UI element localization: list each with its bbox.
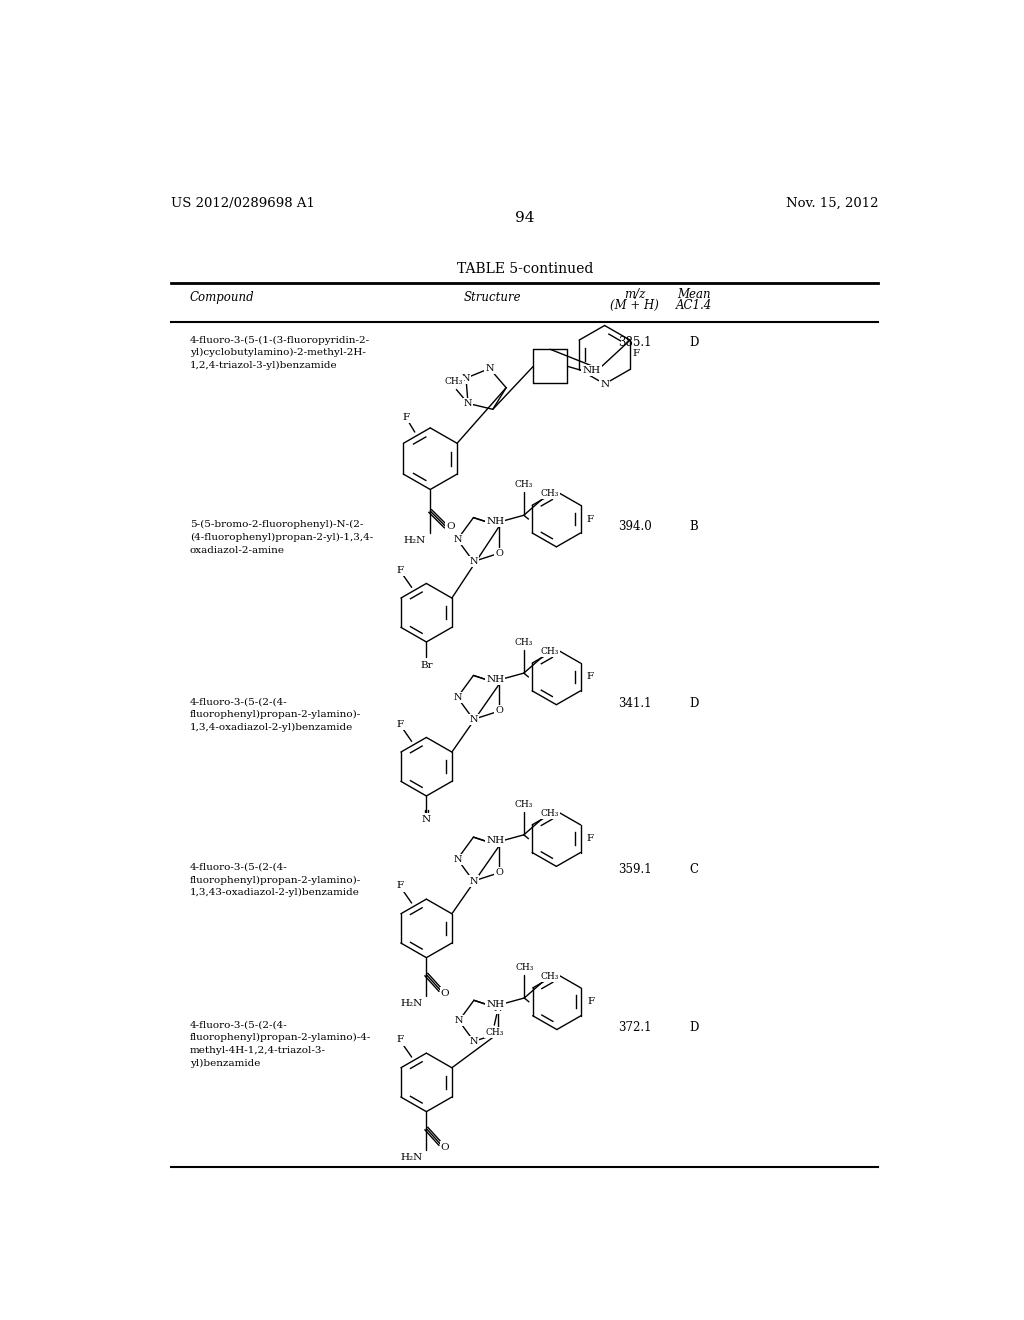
Text: F: F	[587, 834, 594, 843]
Text: Br: Br	[420, 660, 433, 669]
Text: N: N	[469, 876, 477, 886]
Text: CH₃: CH₃	[541, 972, 559, 981]
Text: F: F	[588, 998, 595, 1006]
Text: Nov. 15, 2012: Nov. 15, 2012	[785, 197, 879, 210]
Text: F: F	[402, 413, 410, 421]
Text: CH₃: CH₃	[541, 490, 558, 498]
Text: D: D	[689, 697, 698, 710]
Text: N: N	[462, 374, 470, 383]
Text: N: N	[455, 1016, 463, 1026]
Text: 372.1: 372.1	[618, 1020, 651, 1034]
Text: Compound: Compound	[190, 290, 255, 304]
Text: Structure: Structure	[464, 290, 521, 304]
Text: m/z: m/z	[625, 288, 645, 301]
Text: NH: NH	[486, 517, 504, 525]
Text: Mean: Mean	[677, 288, 711, 301]
Text: CH₃: CH₃	[515, 638, 534, 647]
Text: (M + H): (M + H)	[610, 300, 659, 313]
Text: 4-fluoro-3-(5-(2-(4-
fluorophenyl)propan-2-ylamino)-4-
methyl-4H-1,2,4-triazol-3: 4-fluoro-3-(5-(2-(4- fluorophenyl)propan…	[190, 1020, 372, 1068]
Text: H₂N: H₂N	[400, 999, 423, 1008]
Text: N: N	[485, 364, 494, 374]
Text: CH₃: CH₃	[515, 800, 534, 809]
Text: NH: NH	[486, 837, 504, 846]
Text: CH₃: CH₃	[541, 647, 558, 656]
Text: H₂N: H₂N	[403, 536, 426, 545]
Text: NH: NH	[583, 366, 600, 375]
Text: N: N	[470, 1036, 478, 1045]
Text: O: O	[440, 1143, 450, 1151]
Text: D: D	[689, 335, 698, 348]
Text: NH: NH	[486, 675, 504, 684]
Text: F: F	[587, 515, 594, 524]
Text: O: O	[496, 706, 504, 715]
Text: N: N	[464, 399, 472, 408]
Text: 5-(5-bromo-2-fluorophenyl)-N-(2-
(4-fluorophenyl)propan-2-yl)-1,3,4-
oxadiazol-2: 5-(5-bromo-2-fluorophenyl)-N-(2- (4-fluo…	[190, 520, 374, 554]
Text: B: B	[689, 520, 698, 533]
Text: 4-fluoro-3-(5-(2-(4-
fluorophenyl)propan-2-ylamino)-
1,3,43-oxadiazol-2-yl)benza: 4-fluoro-3-(5-(2-(4- fluorophenyl)propan…	[190, 863, 361, 898]
Text: O: O	[446, 521, 455, 531]
Text: F: F	[397, 566, 404, 574]
Text: 385.1: 385.1	[618, 335, 651, 348]
Text: NH: NH	[486, 999, 505, 1008]
Text: 94: 94	[515, 211, 535, 224]
Text: 359.1: 359.1	[618, 863, 651, 876]
Text: CH₃: CH₃	[515, 480, 534, 488]
Text: O: O	[496, 869, 504, 878]
Text: N: N	[454, 535, 462, 544]
Text: N: N	[469, 715, 477, 723]
Text: CH₃: CH₃	[485, 1028, 504, 1038]
Text: N: N	[422, 814, 431, 824]
Text: 394.0: 394.0	[617, 520, 651, 533]
Text: N: N	[494, 1003, 503, 1012]
Text: D: D	[689, 1020, 698, 1034]
Text: F: F	[587, 672, 594, 681]
Text: F: F	[397, 882, 404, 891]
Text: 341.1: 341.1	[618, 697, 651, 710]
Text: N: N	[469, 557, 477, 566]
Text: O: O	[440, 989, 450, 998]
Text: TABLE 5-continued: TABLE 5-continued	[457, 263, 593, 276]
Text: US 2012/0289698 A1: US 2012/0289698 A1	[171, 197, 315, 210]
Text: N: N	[600, 380, 609, 388]
Text: F: F	[633, 350, 640, 359]
Text: 4-fluoro-3-(5-(2-(4-
fluorophenyl)propan-2-ylamino)-
1,3,4-oxadiazol-2-yl)benzam: 4-fluoro-3-(5-(2-(4- fluorophenyl)propan…	[190, 697, 361, 731]
Text: O: O	[496, 549, 504, 557]
Text: AC1.4: AC1.4	[676, 300, 712, 313]
Text: H₂N: H₂N	[400, 1154, 423, 1163]
Text: N: N	[454, 693, 462, 702]
Text: 4-fluoro-3-(5-(1-(3-fluoropyridin-2-
yl)cyclobutylamino)-2-methyl-2H-
1,2,4-tria: 4-fluoro-3-(5-(1-(3-fluoropyridin-2- yl)…	[190, 335, 370, 370]
Text: CH₃: CH₃	[541, 809, 558, 818]
Text: CH₃: CH₃	[515, 962, 534, 972]
Text: N: N	[454, 854, 462, 863]
Text: F: F	[397, 719, 404, 729]
Text: F: F	[397, 1035, 404, 1044]
Text: CH₃: CH₃	[444, 378, 463, 387]
Text: C: C	[689, 863, 698, 876]
